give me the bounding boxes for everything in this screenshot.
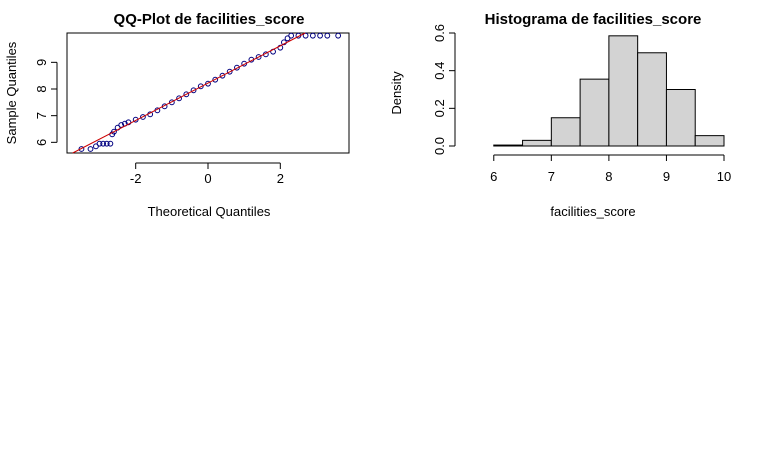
qq-point <box>302 32 309 39</box>
histogram-bar <box>550 117 581 147</box>
histogram-bar <box>665 89 696 147</box>
histogram-ylabel: Density <box>389 71 404 115</box>
qq-point <box>234 64 240 71</box>
qq-x-tick-label: 0 <box>204 171 211 186</box>
qq-y-tick-label: 7 <box>34 112 49 119</box>
qq-plot-xlabel: Theoretical Quantiles <box>148 204 271 219</box>
qq-plot-x-axis: -2 0 2 <box>130 162 284 186</box>
histogram-x-tick-label: 8 <box>605 169 612 184</box>
qq-point <box>111 128 117 135</box>
qq-point <box>197 83 204 90</box>
histogram-x-tick-label: 7 <box>548 169 555 184</box>
qq-point <box>176 95 182 102</box>
qq-y-tick-label: 9 <box>34 59 49 66</box>
histogram-y-tick-label: 0.0 <box>432 137 447 155</box>
histogram-x-axis: 6 7 8 9 10 <box>490 154 731 184</box>
qq-point <box>183 91 190 98</box>
histogram-bars <box>493 35 725 147</box>
histogram-x-tick-label: 10 <box>717 169 731 184</box>
histogram-bar <box>694 135 725 147</box>
qq-point <box>324 32 331 39</box>
histogram-bar <box>522 139 552 147</box>
qq-point <box>87 146 94 152</box>
qq-plot-ylabel: Sample Quantiles <box>4 41 19 144</box>
histogram-y-tick-label: 0.4 <box>432 62 447 80</box>
histogram-bar <box>608 35 639 147</box>
qq-point <box>103 140 110 147</box>
qq-point <box>93 143 99 150</box>
histogram-xlabel: facilities_score <box>550 204 635 219</box>
histogram-y-tick-label: 0.2 <box>432 99 447 117</box>
qq-point <box>317 32 323 39</box>
qq-point <box>284 35 291 42</box>
qq-plot-title: QQ-Plot de facilities_score <box>114 11 305 28</box>
qq-point <box>212 76 219 83</box>
qq-point <box>78 146 85 152</box>
qq-y-tick-label: 6 <box>34 139 49 146</box>
histogram-bar <box>493 144 524 147</box>
qq-point <box>288 32 295 39</box>
qq-point <box>255 54 262 60</box>
qq-point <box>168 99 175 106</box>
histogram-bar <box>637 52 667 147</box>
histogram-y-tick-label: 0.6 <box>432 24 447 42</box>
qq-point <box>219 72 226 79</box>
histogram-panel: Histograma de facilities_score facilitie… <box>389 11 731 219</box>
qq-point <box>226 68 233 75</box>
qq-x-tick-label: -2 <box>130 171 142 186</box>
qq-point <box>96 140 103 147</box>
qq-x-tick-label: 2 <box>277 171 284 186</box>
histogram-y-axis: 0.0 0.2 0.4 0.6 <box>432 24 456 155</box>
histogram-x-tick-label: 6 <box>490 169 497 184</box>
qq-plot-points <box>78 32 342 152</box>
qq-point <box>190 87 197 94</box>
qq-point <box>205 80 211 87</box>
qq-plot-reference-line <box>72 32 306 154</box>
qq-point <box>107 140 114 147</box>
qq-point <box>100 140 107 147</box>
histogram-title: Histograma de facilities_score <box>485 11 702 28</box>
qq-point <box>140 114 146 120</box>
histogram-bar <box>579 78 610 147</box>
qq-point <box>309 32 316 39</box>
qq-y-tick-label: 8 <box>34 85 49 92</box>
qq-plot-y-axis: 6 7 8 9 <box>34 59 58 146</box>
histogram-x-tick-label: 9 <box>663 169 670 184</box>
qq-plot-box <box>66 32 350 154</box>
qq-point <box>335 32 342 39</box>
qq-plot-panel: QQ-Plot de facilities_score Theoretical … <box>4 11 350 219</box>
